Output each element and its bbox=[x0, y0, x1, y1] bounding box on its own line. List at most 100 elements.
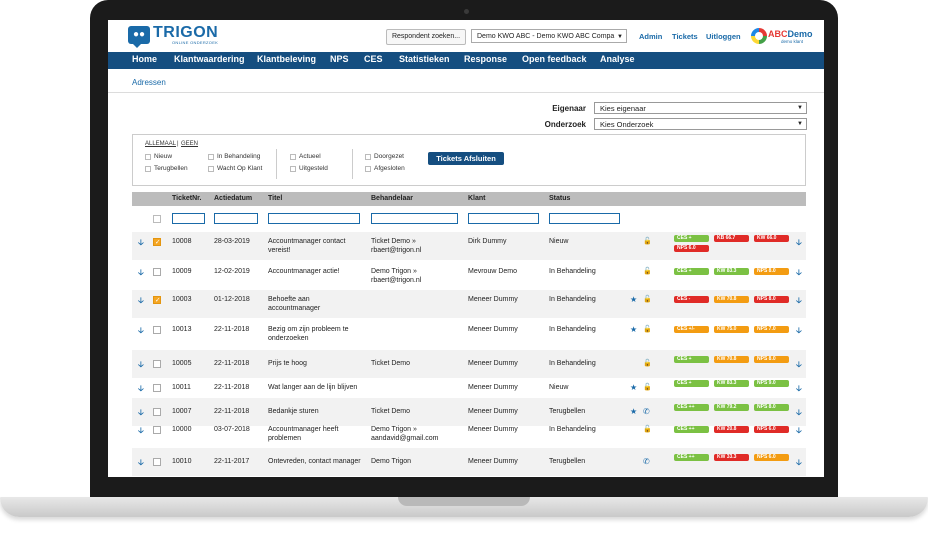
title-filter-input[interactable] bbox=[268, 213, 360, 224]
expand-arrow-icon[interactable]: 🡣 bbox=[796, 296, 802, 305]
ticket-handler[interactable]: rbaert@trigon.nl bbox=[371, 276, 422, 284]
filter-afgesloten-checkbox[interactable] bbox=[365, 166, 371, 172]
logo-text[interactable]: TRIGON bbox=[153, 24, 219, 41]
research-select[interactable]: Kies Onderzoek ▼ bbox=[594, 118, 807, 130]
expand-arrow-icon[interactable]: 🡣 bbox=[138, 426, 144, 435]
filter-terugbellen-checkbox[interactable] bbox=[145, 166, 151, 172]
row-checkbox[interactable] bbox=[153, 426, 161, 434]
expand-arrow-icon[interactable]: 🡣 bbox=[796, 238, 802, 247]
col-behandelaar[interactable]: Behandelaar bbox=[371, 195, 414, 202]
expand-arrow-icon[interactable]: 🡣 bbox=[138, 384, 144, 393]
nav-statistieken[interactable]: Statistieken bbox=[399, 54, 450, 64]
row-checkbox[interactable] bbox=[153, 384, 161, 392]
ticket-number[interactable]: 10013 bbox=[172, 326, 192, 333]
ticket-title[interactable]: Accountmanager heeft bbox=[268, 426, 339, 433]
expand-arrow-icon[interactable]: 🡣 bbox=[138, 360, 144, 369]
filter-nieuw-checkbox[interactable] bbox=[145, 154, 151, 160]
expand-arrow-icon[interactable]: 🡣 bbox=[138, 408, 144, 417]
ticket-number[interactable]: 10005 bbox=[172, 360, 192, 367]
ticket-title[interactable]: accountmanager bbox=[268, 304, 321, 312]
filter-doorgezet-checkbox[interactable] bbox=[365, 154, 371, 160]
select-all-link[interactable]: ALLEMAAL bbox=[145, 141, 177, 147]
nav-home[interactable]: Home bbox=[132, 54, 158, 64]
ticket-title[interactable]: Wat langer aan de lijn blijven bbox=[268, 384, 358, 391]
nav-klantwaardering[interactable]: Klantwaardering bbox=[174, 54, 245, 64]
ticket-number[interactable]: 10011 bbox=[172, 384, 191, 391]
col-status[interactable]: Status bbox=[549, 195, 571, 202]
row-checkbox[interactable] bbox=[153, 268, 161, 276]
col-titel[interactable]: Titel bbox=[268, 195, 283, 202]
ticket-handler[interactable]: Demo Trigon » bbox=[371, 426, 417, 433]
respondent-search-button[interactable]: Respondent zoeken... bbox=[386, 29, 466, 45]
ticket-number[interactable]: 10009 bbox=[172, 268, 192, 275]
ticket-handler[interactable]: Ticket Demo » bbox=[371, 238, 416, 245]
nav-ces[interactable]: CES bbox=[364, 54, 383, 64]
table-row[interactable]: 🡣 10007 22-11-2018 Bedankje sturen Ticket De… bbox=[132, 398, 806, 426]
ticket-handler[interactable]: aandavid@gmail.com bbox=[371, 434, 439, 442]
select-all-checkbox[interactable] bbox=[153, 215, 161, 223]
ticket-title[interactable]: onderzoeken bbox=[268, 334, 309, 342]
star-icon[interactable]: ★ bbox=[630, 407, 638, 416]
row-checkbox[interactable] bbox=[153, 296, 161, 304]
ticket-title[interactable]: Accountmanager contact bbox=[268, 238, 346, 245]
breadcrumb[interactable]: Adressen bbox=[132, 78, 166, 87]
ticketnr-filter-input[interactable] bbox=[172, 213, 205, 224]
ticket-title[interactable]: Bedankje sturen bbox=[268, 408, 319, 415]
row-checkbox[interactable] bbox=[153, 238, 161, 246]
filter-uitgesteld-checkbox[interactable] bbox=[290, 166, 296, 172]
filter-wacht-op-klant-checkbox[interactable] bbox=[208, 166, 214, 172]
lock-icon[interactable]: 🔓 bbox=[643, 426, 652, 433]
col-klant[interactable]: Klant bbox=[468, 195, 486, 202]
handler-filter-input[interactable] bbox=[371, 213, 458, 224]
table-row[interactable]: 🡣 10005 22-11-2018 Prijs te hoog Ticket Demo… bbox=[132, 350, 806, 378]
ticket-handler[interactable]: Demo Trigon bbox=[371, 458, 412, 465]
lock-icon[interactable]: 🔓 bbox=[643, 268, 652, 275]
ticket-title[interactable]: Ontevreden, contact manager bbox=[268, 458, 361, 465]
table-row[interactable]: 🡣 10011 22-11-2018 Wat langer aan de lijn b… bbox=[132, 374, 806, 402]
trigon-logo-icon[interactable]: ●● bbox=[128, 26, 150, 48]
expand-arrow-icon[interactable]: 🡣 bbox=[138, 268, 144, 277]
table-row[interactable]: 🡣 10013 22-11-2018 Bezig om zijn probleem t… bbox=[132, 320, 806, 348]
ticket-title[interactable]: Behoefte aan bbox=[268, 296, 310, 303]
expand-arrow-icon[interactable]: 🡣 bbox=[138, 458, 144, 467]
phone-icon[interactable]: ✆ bbox=[643, 457, 650, 466]
client-filter-input[interactable] bbox=[468, 213, 539, 224]
expand-arrow-icon[interactable]: 🡣 bbox=[138, 238, 144, 247]
col-ticketnr[interactable]: TicketNr. bbox=[172, 195, 202, 202]
ticket-title[interactable]: Prijs te hoog bbox=[268, 360, 307, 367]
row-checkbox[interactable] bbox=[153, 458, 161, 466]
row-checkbox[interactable] bbox=[153, 326, 161, 334]
lock-icon[interactable]: 🔓 bbox=[643, 296, 652, 303]
star-icon[interactable]: ★ bbox=[630, 295, 638, 304]
star-icon[interactable]: ★ bbox=[630, 325, 638, 334]
ticket-title[interactable]: Accountmanager actie! bbox=[268, 268, 340, 275]
table-row[interactable]: 🡣 10010 22-11-2017 Ontevreden, contact mana… bbox=[132, 448, 806, 476]
expand-arrow-icon[interactable]: 🡣 bbox=[796, 360, 802, 369]
owner-select[interactable]: Kies eigenaar ▼ bbox=[594, 102, 807, 114]
ticket-title[interactable]: Bezig om zijn probleem te bbox=[268, 326, 349, 333]
logout-link[interactable]: Uitloggen bbox=[706, 32, 741, 41]
ticket-number[interactable]: 10007 bbox=[172, 408, 192, 415]
lock-icon[interactable]: 🔓 bbox=[643, 326, 652, 333]
ticket-number[interactable]: 10000 bbox=[172, 426, 192, 433]
expand-arrow-icon[interactable]: 🡣 bbox=[796, 426, 802, 435]
project-select[interactable]: Demo KWO ABC - Demo KWO ABC Compa ▼ bbox=[471, 29, 627, 43]
table-row[interactable]: 🡣 10008 28-03-2019 Accountmanager contactve… bbox=[132, 232, 806, 260]
date-filter-input[interactable] bbox=[214, 213, 258, 224]
table-row[interactable]: 🡣 10000 03-07-2018 Accountmanager heeft prob… bbox=[132, 420, 806, 448]
ticket-number[interactable]: 10003 bbox=[172, 296, 192, 303]
row-checkbox[interactable] bbox=[153, 408, 161, 416]
expand-arrow-icon[interactable]: 🡣 bbox=[796, 268, 802, 277]
table-row[interactable]: 🡣 10003 01-12-2018 Behoefte aanaccountmanag… bbox=[132, 290, 806, 318]
lock-icon[interactable]: 🔓 bbox=[643, 238, 652, 245]
expand-arrow-icon[interactable]: 🡣 bbox=[796, 408, 802, 417]
nav-open-feedback[interactable]: Open feedback bbox=[522, 54, 587, 64]
ticket-handler[interactable]: Demo Trigon » bbox=[371, 268, 417, 275]
select-none-link[interactable]: GEEN bbox=[181, 141, 199, 147]
ticket-handler[interactable]: Ticket Demo bbox=[371, 408, 411, 415]
ticket-number[interactable]: 10008 bbox=[172, 238, 192, 245]
ticket-number[interactable]: 10010 bbox=[172, 458, 192, 465]
row-checkbox[interactable] bbox=[153, 360, 161, 368]
status-filter-input[interactable] bbox=[549, 213, 620, 224]
ticket-handler[interactable]: rbaert@trigon.nl bbox=[371, 246, 422, 254]
